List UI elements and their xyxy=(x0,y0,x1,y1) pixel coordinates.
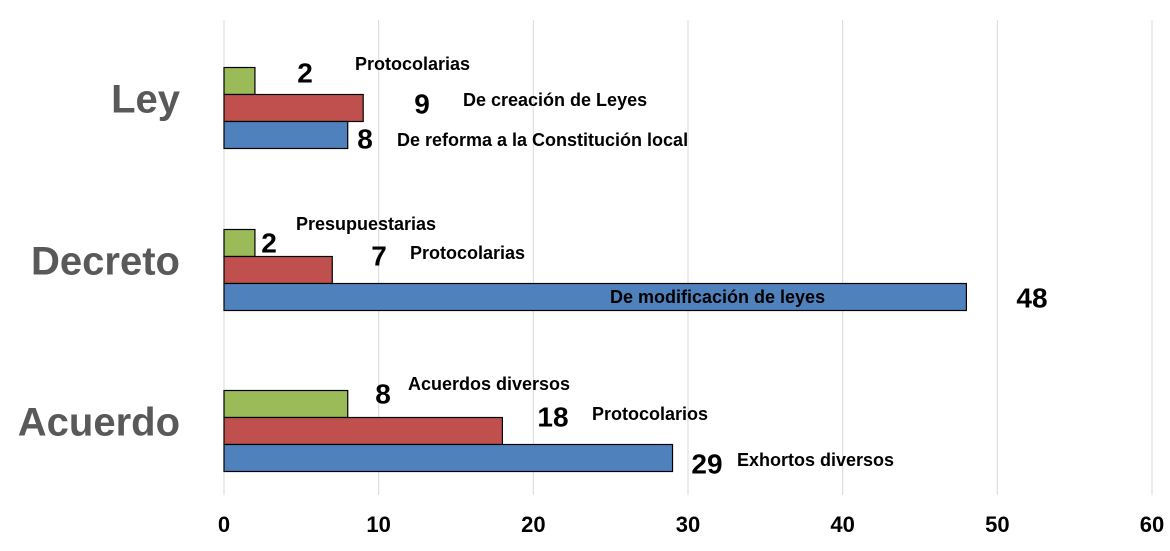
bar-label: Protocolarias xyxy=(410,243,525,263)
x-tick-label: 40 xyxy=(830,512,854,537)
x-tick-label: 10 xyxy=(366,512,390,537)
value-label: 29 xyxy=(691,448,722,479)
category-label: Ley xyxy=(111,78,181,122)
bar xyxy=(223,255,333,285)
x-tick-label: 50 xyxy=(985,512,1009,537)
value-label: 2 xyxy=(297,57,313,88)
bar-label: Presupuestarias xyxy=(296,214,436,234)
bar-label: De reforma a la Constitución local xyxy=(397,130,688,150)
category-label: Acuerdo xyxy=(18,401,180,445)
value-label: 8 xyxy=(375,378,391,409)
x-tick-label: 60 xyxy=(1140,512,1164,537)
bar xyxy=(223,120,349,150)
value-label: 18 xyxy=(537,401,568,432)
bar xyxy=(223,389,349,419)
bar-label: Protocolarios xyxy=(592,404,708,424)
value-label: 9 xyxy=(414,88,430,119)
category-label: Decreto xyxy=(31,240,180,284)
value-label: 8 xyxy=(357,123,373,154)
bar xyxy=(223,443,674,473)
bar-label: De creación de Leyes xyxy=(463,90,647,110)
bar-label: Exhortos diversos xyxy=(737,450,894,470)
value-label: 48 xyxy=(1016,282,1047,313)
value-label: 7 xyxy=(371,240,387,271)
bar-label: Protocolarias xyxy=(355,54,470,74)
bar-label: Acuerdos diversos xyxy=(408,374,570,394)
x-tick-label: 30 xyxy=(676,512,700,537)
bar xyxy=(223,93,364,123)
value-label: 2 xyxy=(261,227,277,258)
bar xyxy=(223,282,968,312)
bar-label: De modificación de leyes xyxy=(610,287,825,307)
bar xyxy=(223,66,256,96)
bar xyxy=(223,416,503,446)
bar xyxy=(223,228,256,258)
x-tick-label: 0 xyxy=(218,512,230,537)
x-tick-label: 20 xyxy=(521,512,545,537)
